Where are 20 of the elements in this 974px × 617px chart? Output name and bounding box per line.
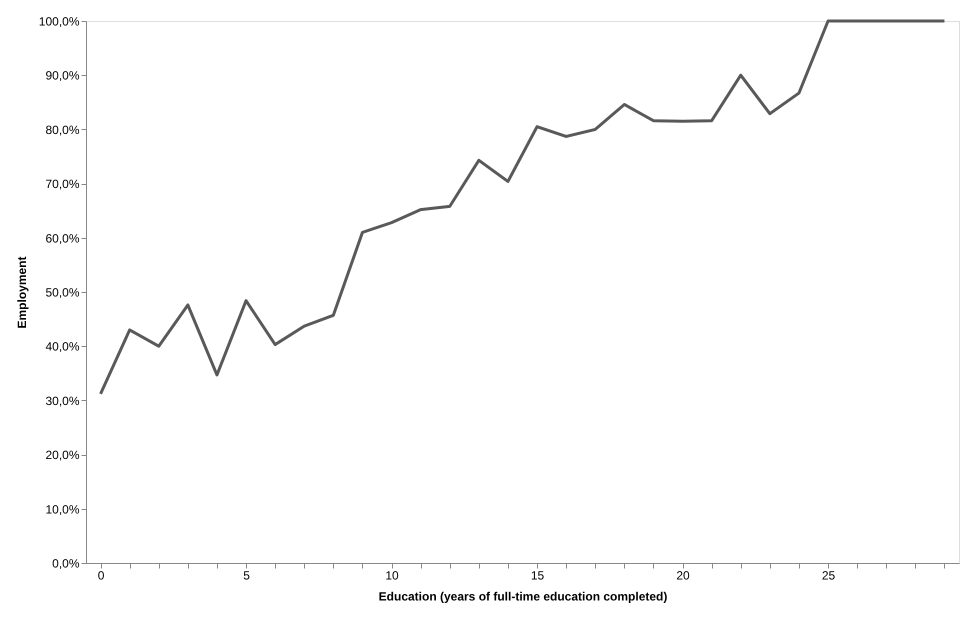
y-axis-title: Employment	[14, 256, 29, 329]
y-tick-label: 50,0%	[45, 286, 80, 300]
x-tick-label: 10	[385, 568, 400, 582]
y-tick-label: 40,0%	[45, 340, 80, 354]
x-tick-label: 5	[243, 568, 250, 582]
y-tick-label: 10,0%	[45, 502, 80, 516]
y-tick-label: 70,0%	[45, 177, 80, 192]
x-tick-label: 15	[530, 568, 545, 582]
line-series	[99, 20, 946, 396]
x-tick-label: 20	[676, 568, 690, 582]
y-tick-label: 100,0%	[38, 14, 80, 28]
y-tick-label: 80,0%	[45, 122, 80, 137]
y-tick-label: 60,0%	[45, 231, 80, 246]
x-axis-title: Education (years of full-time education completed)	[378, 590, 668, 604]
x-tick-label: 0	[98, 568, 105, 582]
y-tick-label: 0,0%	[52, 556, 80, 570]
y-tick-label: 90,0%	[45, 68, 80, 83]
y-tick-label: 30,0%	[45, 394, 80, 408]
x-tick-label: 25	[822, 568, 836, 582]
y-tick-label: 20,0%	[45, 448, 80, 462]
